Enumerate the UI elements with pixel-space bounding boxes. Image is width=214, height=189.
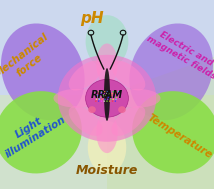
Circle shape (98, 99, 100, 100)
Circle shape (95, 101, 97, 102)
Circle shape (115, 99, 117, 100)
Ellipse shape (54, 89, 101, 108)
Circle shape (104, 101, 105, 102)
Circle shape (100, 95, 101, 96)
Ellipse shape (58, 55, 156, 142)
Circle shape (96, 97, 98, 98)
Polygon shape (0, 94, 214, 189)
Circle shape (98, 93, 99, 94)
Circle shape (105, 95, 107, 96)
Circle shape (112, 101, 113, 102)
Circle shape (108, 95, 110, 96)
Circle shape (107, 91, 108, 92)
Ellipse shape (113, 89, 160, 108)
Circle shape (107, 99, 108, 100)
Polygon shape (107, 57, 214, 189)
Circle shape (110, 91, 111, 92)
Circle shape (117, 93, 119, 94)
Circle shape (96, 99, 97, 100)
Ellipse shape (104, 68, 110, 121)
Circle shape (112, 93, 113, 94)
Ellipse shape (69, 106, 103, 136)
Ellipse shape (1, 23, 85, 120)
Text: Electric and
magnetic fields: Electric and magnetic fields (145, 25, 214, 81)
Ellipse shape (96, 112, 118, 153)
Ellipse shape (132, 91, 214, 174)
Text: Light
illumination: Light illumination (0, 105, 67, 160)
Circle shape (86, 79, 128, 117)
Text: Temperature: Temperature (146, 112, 214, 160)
Text: RRAM: RRAM (91, 91, 123, 100)
Ellipse shape (111, 106, 145, 136)
Ellipse shape (111, 61, 145, 91)
Ellipse shape (69, 61, 103, 91)
Circle shape (109, 93, 110, 94)
Text: pH: pH (80, 11, 104, 26)
Text: Mechanical
force: Mechanical force (0, 32, 58, 89)
Circle shape (102, 97, 104, 98)
Ellipse shape (96, 43, 118, 85)
Circle shape (114, 93, 116, 94)
Circle shape (116, 95, 118, 96)
Circle shape (106, 93, 107, 94)
Circle shape (101, 99, 103, 100)
Circle shape (103, 95, 104, 96)
Circle shape (101, 91, 103, 92)
Circle shape (114, 95, 115, 96)
Circle shape (98, 101, 100, 102)
Circle shape (104, 91, 105, 92)
Circle shape (97, 95, 98, 96)
Circle shape (118, 106, 126, 113)
Circle shape (101, 93, 102, 94)
Circle shape (118, 91, 119, 92)
Circle shape (113, 99, 114, 100)
Circle shape (98, 91, 100, 92)
Circle shape (113, 97, 115, 98)
Circle shape (110, 97, 112, 98)
Circle shape (111, 95, 113, 96)
Circle shape (108, 97, 109, 98)
Circle shape (103, 93, 105, 94)
Circle shape (106, 101, 108, 102)
Ellipse shape (86, 15, 128, 68)
Circle shape (110, 99, 111, 100)
Circle shape (116, 97, 117, 98)
Text: Moisture: Moisture (76, 164, 138, 177)
Circle shape (88, 106, 96, 113)
Ellipse shape (0, 91, 82, 174)
Ellipse shape (129, 23, 213, 120)
Circle shape (101, 101, 102, 102)
Ellipse shape (88, 121, 126, 174)
Circle shape (109, 101, 110, 102)
Circle shape (112, 91, 114, 92)
Circle shape (99, 97, 101, 98)
Circle shape (105, 97, 106, 98)
Circle shape (104, 99, 106, 100)
Circle shape (115, 101, 116, 102)
Circle shape (115, 91, 116, 92)
